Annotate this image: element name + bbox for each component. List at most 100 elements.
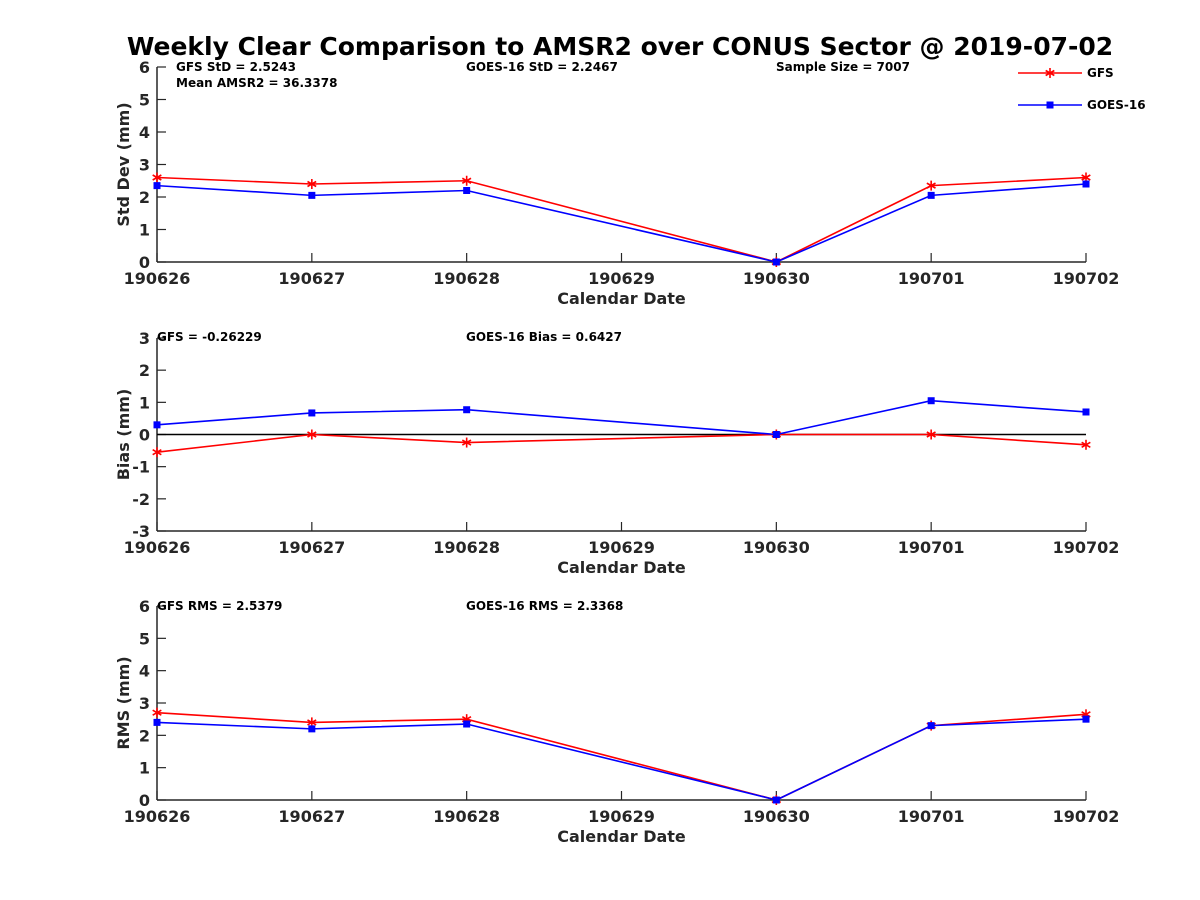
data-point-goes-16 — [772, 431, 780, 438]
x-axis-label: Calendar Date — [557, 827, 686, 846]
y-tick-label: 4 — [139, 123, 150, 142]
data-point-goes-16 — [1082, 715, 1090, 723]
bias-panel: -3 -2 -1 0 1 2 3 190626 190627 190628 190629 190630… — [114, 329, 1119, 577]
x-tick-label: 190701 — [898, 807, 965, 826]
x-tick-label: 190627 — [278, 269, 345, 288]
legend-entry-goes16: GOES-16 — [1018, 98, 1146, 112]
y-tick-label: 1 — [139, 221, 150, 240]
rms-panel: 0 1 2 3 4 5 6 190626 190627 190628 190629 190630 190… — [114, 597, 1119, 846]
stat-annotation: GFS RMS = 2.5379 — [157, 599, 282, 613]
series-gfs — [152, 707, 1091, 805]
y-tick-label: 2 — [139, 361, 150, 380]
x-tick-label: 190626 — [124, 538, 191, 557]
x-tick-label: 190702 — [1053, 538, 1120, 557]
data-point-goes-16 — [927, 397, 935, 405]
data-point-goes-16 — [153, 718, 161, 726]
data-point-gfs — [926, 429, 936, 440]
stat-annotation: Mean AMSR2 = 36.3378 — [176, 76, 337, 90]
data-point-goes-16 — [772, 258, 780, 266]
series-gfs-line — [156, 433, 1087, 453]
y-tick-label: 2 — [139, 188, 150, 207]
y-tick-label: 0 — [139, 426, 150, 445]
data-point-gfs — [926, 180, 936, 191]
x-tick-label: 190627 — [278, 807, 345, 826]
legend-goes-16-marker-glyph — [1046, 101, 1054, 109]
stat-annotation: GFS StD = 2.5243 — [176, 60, 296, 74]
series-goes-16 — [153, 180, 1090, 266]
y-tick-label: 0 — [139, 791, 150, 810]
x-axis-label: Calendar Date — [557, 289, 686, 308]
x-tick-label: 190630 — [743, 269, 810, 288]
x-tick-label: 190630 — [743, 807, 810, 826]
data-point-gfs — [307, 429, 317, 440]
stat-annotation: GOES-16 StD = 2.2467 — [466, 60, 618, 74]
data-point-goes-16 — [1082, 180, 1090, 188]
legend-goes16-marker — [1046, 101, 1054, 109]
series-gfs-line — [156, 176, 1087, 263]
x-tick-label: 190627 — [278, 538, 345, 557]
y-tick-label: 3 — [139, 694, 150, 713]
series-goes-16-line — [156, 399, 1087, 436]
y-axis-label: Std Dev (mm) — [114, 102, 133, 226]
data-point-goes-16 — [308, 191, 316, 199]
y-tick-label: -3 — [132, 522, 150, 541]
legend-entry-gfs: GFS — [1018, 66, 1114, 80]
legend-gfs-marker — [1045, 68, 1055, 78]
y-tick-label: 1 — [139, 393, 150, 412]
x-axis-label: Calendar Date — [557, 558, 686, 577]
series-goes-16 — [153, 397, 1090, 438]
y-tick-label: 3 — [139, 329, 150, 348]
data-point-goes-16 — [927, 191, 935, 199]
stat-annotation: GFS = -0.26229 — [157, 330, 262, 344]
y-axis-label: RMS (mm) — [114, 656, 133, 749]
series-goes-16-line — [156, 183, 1087, 263]
stat-annotation: GOES-16 Bias = 0.6427 — [466, 330, 622, 344]
x-tick-label: 190701 — [898, 269, 965, 288]
x-tick-label: 190629 — [588, 538, 655, 557]
data-point-goes-16 — [153, 421, 161, 429]
data-point-goes-16 — [927, 722, 935, 730]
y-axis-label: Bias (mm) — [114, 389, 133, 481]
x-tick-label: 190702 — [1053, 269, 1120, 288]
x-tick-label: 190626 — [124, 807, 191, 826]
legend: GFS GOES-16 — [1018, 66, 1146, 112]
x-tick-label: 190702 — [1053, 807, 1120, 826]
series-gfs — [152, 429, 1091, 458]
x-tick-label: 190701 — [898, 538, 965, 557]
data-point-goes-16 — [308, 409, 316, 417]
data-point-goes-16 — [153, 182, 161, 190]
legend-gfs-label: GFS — [1087, 66, 1114, 80]
y-tick-label: -1 — [132, 458, 150, 477]
x-tick-label: 190626 — [124, 269, 191, 288]
x-tick-label: 190629 — [588, 269, 655, 288]
y-tick-label: 2 — [139, 726, 150, 745]
y-tick-label: 1 — [139, 759, 150, 778]
y-tick-label: 5 — [139, 629, 150, 648]
y-tick-label: 6 — [139, 58, 150, 77]
series-gfs — [152, 172, 1091, 267]
legend-goes16-label: GOES-16 — [1087, 98, 1146, 112]
data-point-gfs — [461, 437, 472, 448]
data-point-gfs — [152, 707, 162, 718]
series-goes-16 — [153, 715, 1090, 804]
x-tick-label: 190630 — [743, 538, 810, 557]
y-tick-label: 0 — [139, 253, 150, 272]
y-tick-label: 4 — [139, 662, 150, 681]
y-tick-label: 5 — [139, 91, 150, 110]
x-tick-label: 190628 — [433, 807, 500, 826]
data-point-gfs — [307, 179, 317, 189]
data-point-goes-16 — [772, 796, 780, 804]
legend-gfs-marker-glyph — [1045, 68, 1055, 78]
data-point-goes-16 — [463, 720, 471, 728]
y-tick-label: -2 — [132, 490, 150, 509]
series-gfs-line — [156, 711, 1087, 801]
data-point-gfs — [1081, 439, 1091, 450]
y-tick-label: 3 — [139, 156, 150, 175]
data-point-gfs — [461, 175, 472, 186]
stat-annotation: GOES-16 RMS = 2.3368 — [466, 599, 623, 613]
std-dev-panel: 0 1 2 3 4 5 6 190626 190627 190628 190629 190630 190… — [114, 58, 1119, 308]
data-point-goes-16 — [463, 406, 471, 414]
figure-title: Weekly Clear Comparison to AMSR2 over CO… — [127, 32, 1113, 61]
x-tick-label: 190628 — [433, 538, 500, 557]
